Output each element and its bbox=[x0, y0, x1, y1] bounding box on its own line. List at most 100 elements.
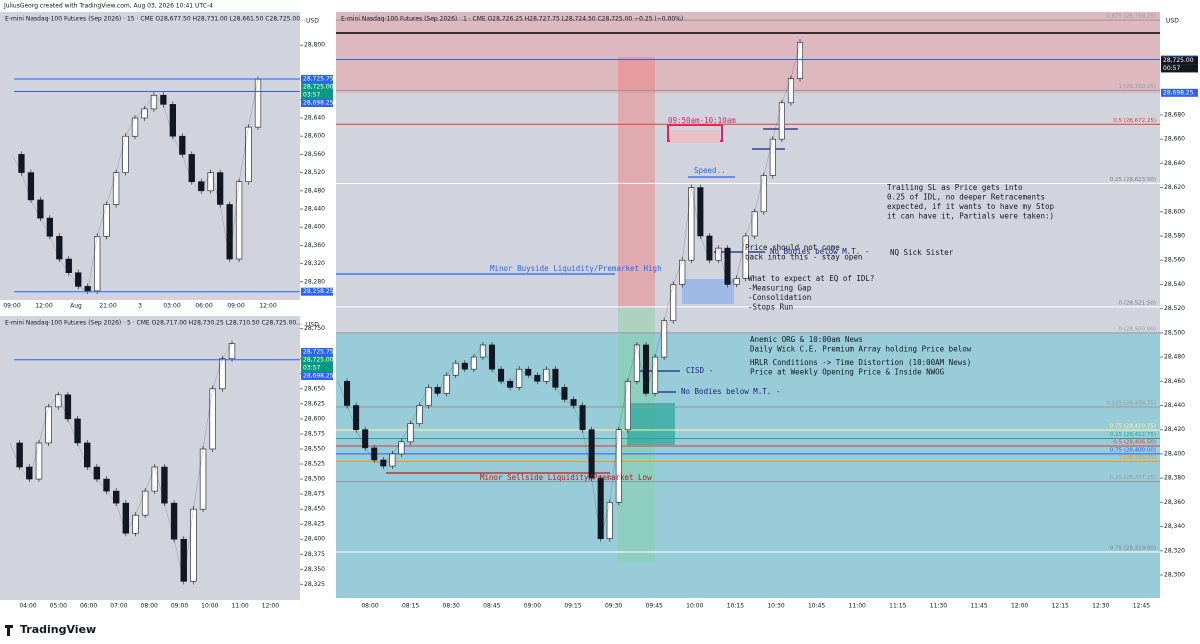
annotation: expected, if it wants to have my Stop bbox=[887, 202, 1055, 211]
annotation: Trailing SL as Price gets into bbox=[887, 183, 1023, 192]
candle bbox=[217, 172, 224, 205]
x-tick-label: 09:00 bbox=[171, 603, 188, 610]
price-tag bbox=[301, 287, 333, 296]
candle bbox=[207, 172, 214, 192]
y-tick-label: 28,600 bbox=[304, 415, 325, 422]
candle bbox=[344, 380, 351, 406]
candle bbox=[160, 94, 167, 105]
candle bbox=[122, 502, 130, 534]
y-tick-label: 28,560 bbox=[304, 151, 325, 158]
candle bbox=[198, 181, 205, 192]
x-tick-label: 08:15 bbox=[402, 603, 419, 610]
annotation: What to expect at EQ of IDL? bbox=[748, 274, 874, 283]
y-tick-label: 28,600 bbox=[304, 133, 325, 140]
price-tag-text: 03:57 bbox=[303, 365, 320, 372]
fib-label: 0.75 (28,400.00) bbox=[1110, 447, 1156, 453]
candle bbox=[26, 466, 33, 480]
y-tick-label: 28,300 bbox=[1164, 571, 1185, 578]
annotation: Anemic ORG & 10:00am News bbox=[750, 335, 863, 344]
y-tick-label: 28,580 bbox=[1164, 232, 1185, 239]
candle bbox=[516, 368, 523, 388]
x-tick-label: 11:00 bbox=[231, 603, 248, 610]
y-tick-label: 28,475 bbox=[304, 491, 325, 498]
candle bbox=[760, 175, 767, 213]
y-tick-label: 28,750 bbox=[304, 325, 325, 332]
candle bbox=[56, 236, 63, 260]
y-tick-label: 28,320 bbox=[1164, 547, 1185, 554]
y-tick-label: 28,340 bbox=[1164, 523, 1185, 530]
candle bbox=[112, 490, 120, 504]
candle bbox=[37, 199, 44, 219]
candle bbox=[561, 387, 568, 400]
y-tick-label: 28,660 bbox=[1164, 136, 1185, 143]
time-box-mask bbox=[670, 130, 720, 143]
fib-label: 0.875 (28,758.25) bbox=[1106, 14, 1156, 20]
price-tag-text: 28,698.25 bbox=[303, 373, 334, 380]
price-tag-text: 28,725.00 bbox=[303, 83, 334, 90]
candle bbox=[180, 538, 187, 582]
candle bbox=[525, 368, 532, 376]
candle bbox=[398, 441, 405, 455]
x-tick-label: 11:15 bbox=[889, 603, 906, 610]
candle bbox=[452, 362, 459, 376]
fib-label: 1 (28,700.25) bbox=[1118, 84, 1156, 90]
candle bbox=[150, 94, 158, 110]
candle bbox=[479, 344, 486, 358]
y-tick-label: 28,550 bbox=[304, 445, 325, 452]
annotation: -Measuring Gap bbox=[748, 284, 812, 293]
candle bbox=[380, 459, 387, 467]
candle bbox=[443, 374, 450, 394]
price-tag bbox=[301, 90, 333, 99]
y-tick-label: 28,350 bbox=[304, 566, 325, 573]
candle bbox=[353, 405, 360, 431]
candle bbox=[389, 453, 396, 467]
price-tag bbox=[301, 372, 333, 380]
annotation: 09:50am-10:10am bbox=[668, 116, 736, 125]
candle bbox=[209, 388, 216, 450]
y-tick-label: 28,520 bbox=[1164, 305, 1185, 312]
y-tick-label: 28,800 bbox=[304, 42, 325, 49]
x-tick-label: 12:00 bbox=[262, 603, 279, 610]
y-tick-label: 28,625 bbox=[304, 400, 325, 407]
y-tick-label: 28,400 bbox=[304, 536, 325, 543]
annotation: -Stops Run bbox=[748, 303, 793, 312]
price-tag bbox=[301, 348, 333, 356]
x-tick-label: 08:45 bbox=[483, 603, 500, 610]
x-tick-label: 08:30 bbox=[443, 603, 460, 610]
candle bbox=[219, 358, 226, 390]
y-tick-label: 28,480 bbox=[304, 187, 325, 194]
candle bbox=[597, 477, 604, 539]
candle bbox=[715, 247, 722, 261]
y-tick-label: 28,400 bbox=[1164, 450, 1185, 457]
y-tick-label: 28,440 bbox=[304, 206, 325, 213]
candle bbox=[235, 181, 243, 260]
x-tick-label: 10:30 bbox=[767, 603, 784, 610]
candle bbox=[624, 380, 631, 431]
x-tick-label: 04:00 bbox=[19, 603, 36, 610]
y-tick-label: 28,575 bbox=[304, 430, 325, 437]
candle bbox=[18, 154, 25, 173]
annotation: CISD - bbox=[686, 366, 713, 375]
candle bbox=[84, 286, 91, 292]
plot-area bbox=[0, 12, 300, 300]
price-tag bbox=[1161, 88, 1198, 97]
price-line bbox=[11, 79, 259, 292]
price-tag-text: 00:57 bbox=[1163, 65, 1180, 72]
candle bbox=[498, 368, 505, 382]
price-axis bbox=[300, 12, 335, 300]
candle bbox=[579, 405, 586, 431]
price-tag-text: 28,698.25 bbox=[1163, 89, 1194, 96]
y-tick-label: 28,325 bbox=[304, 581, 325, 588]
annotation: Speed.. bbox=[694, 166, 726, 175]
candle bbox=[132, 514, 139, 534]
y-tick-label: 28,560 bbox=[1164, 257, 1185, 264]
candle bbox=[507, 380, 514, 388]
x-tick-label: 09:15 bbox=[564, 603, 581, 610]
candle bbox=[407, 423, 414, 443]
candle bbox=[169, 104, 176, 137]
candle bbox=[226, 204, 233, 260]
x-tick-label: 09:45 bbox=[646, 603, 663, 610]
price-axis bbox=[1160, 12, 1200, 598]
x-tick-label: 3 bbox=[138, 303, 142, 310]
y-tick-label: 28,360 bbox=[304, 242, 325, 249]
